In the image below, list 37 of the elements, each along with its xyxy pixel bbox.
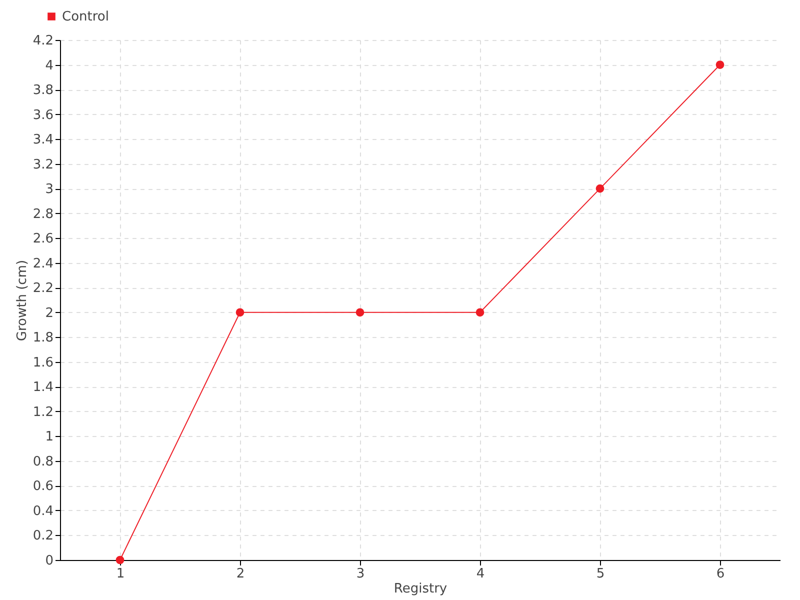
y-tick-label: 2.2	[32, 281, 54, 296]
x-axis-title: Registry	[394, 582, 448, 596]
x-tick-label: 5	[596, 566, 605, 582]
x-tick-label: 2	[236, 566, 245, 582]
x-tick-label: 4	[476, 566, 485, 582]
legend-label: Control	[62, 10, 109, 24]
y-tick-label: 1.6	[32, 355, 54, 370]
point	[596, 184, 604, 193]
y-tick-label: 3	[45, 182, 54, 198]
x-tick-label: 6	[716, 566, 725, 582]
x-tick-label: 3	[356, 566, 365, 582]
y-tick-label: 2.8	[32, 206, 54, 222]
point	[476, 308, 484, 317]
point	[236, 308, 244, 317]
y-tick-label: 2.4	[32, 256, 54, 272]
y-tick-label: 0.6	[32, 479, 54, 494]
y-tick-label: 3.4	[32, 132, 54, 148]
y-tick-label: 4.2	[32, 34, 54, 48]
x-tick-label: 1	[116, 566, 125, 582]
y-tick-label: 2	[45, 306, 54, 321]
y-tick-label: 4	[45, 58, 54, 74]
y-tick-label: 3.8	[32, 83, 54, 98]
y-tick-label: 0.2	[32, 528, 54, 544]
y-tick-label: 3.6	[32, 108, 54, 123]
y-tick-label: 1.2	[32, 404, 54, 420]
y-axis-title: Growth (cm)	[14, 260, 30, 342]
y-tick-label: 0.8	[32, 454, 54, 470]
point	[116, 556, 124, 564]
y-tick-label: 2.6	[32, 232, 54, 247]
y-tick-label: 3.2	[32, 157, 54, 172]
y-tick-label: 1.4	[32, 380, 54, 396]
y-tick-label: 0.4	[32, 504, 54, 519]
point	[356, 308, 364, 317]
y-tick-label: 1.8	[32, 330, 54, 346]
point	[716, 60, 724, 69]
y-tick-label: 0	[45, 554, 54, 568]
y-tick-label: 1	[45, 430, 54, 445]
